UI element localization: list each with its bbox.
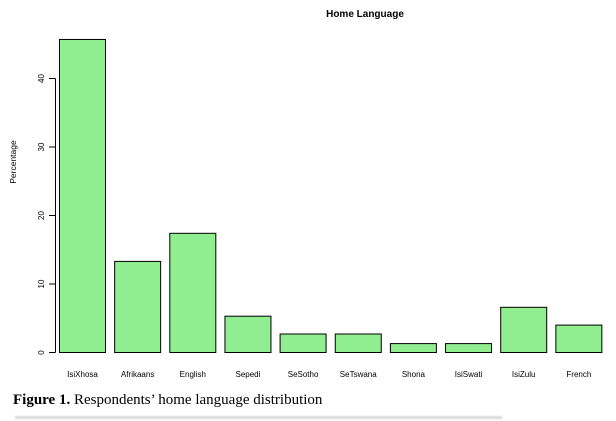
bar-french xyxy=(555,324,603,354)
figure-caption-label: Figure 1. xyxy=(13,392,71,408)
bar-afrikaans xyxy=(114,260,162,353)
x-category-label: SeSotho xyxy=(288,370,319,379)
x-category-label: French xyxy=(566,370,591,379)
scan-artifact-line xyxy=(15,416,502,419)
y-tick-label: 40 xyxy=(37,74,46,83)
bar-sesotho xyxy=(279,333,327,354)
bar-english xyxy=(169,232,217,353)
figure-caption-text: Respondents’ home language distribution xyxy=(70,392,323,408)
chart-title: Home Language xyxy=(326,9,404,20)
y-tick-label: 10 xyxy=(37,279,46,288)
bar-isixhosa xyxy=(59,38,106,354)
bar-sepedi xyxy=(224,315,272,354)
x-category-label: SeTswana xyxy=(340,370,377,379)
y-tick-label: 0 xyxy=(37,350,46,355)
plot-area: 0 10 20 30 40 IsiXhosa Afrikaans English Sepedi S… xyxy=(37,38,603,379)
x-category-label: IsiXhosa xyxy=(67,370,98,379)
x-category-label: English xyxy=(180,370,206,379)
x-category-label: IsiSwati xyxy=(455,370,483,379)
x-category-label: Afrikaans xyxy=(121,370,154,379)
bar-setswana xyxy=(334,333,382,354)
y-tick-label: 30 xyxy=(37,142,46,151)
x-category-label: IsiZulu xyxy=(512,370,536,379)
x-category-label: Shona xyxy=(402,370,426,379)
x-category-label: Sepedi xyxy=(235,370,260,379)
figure-caption: Figure 1. Respondents’ home language dis… xyxy=(13,392,603,409)
y-tick-label: 20 xyxy=(37,211,46,220)
bar-isiswati xyxy=(445,343,493,354)
bar-shona xyxy=(389,343,437,354)
bar-isizulu xyxy=(500,306,548,354)
